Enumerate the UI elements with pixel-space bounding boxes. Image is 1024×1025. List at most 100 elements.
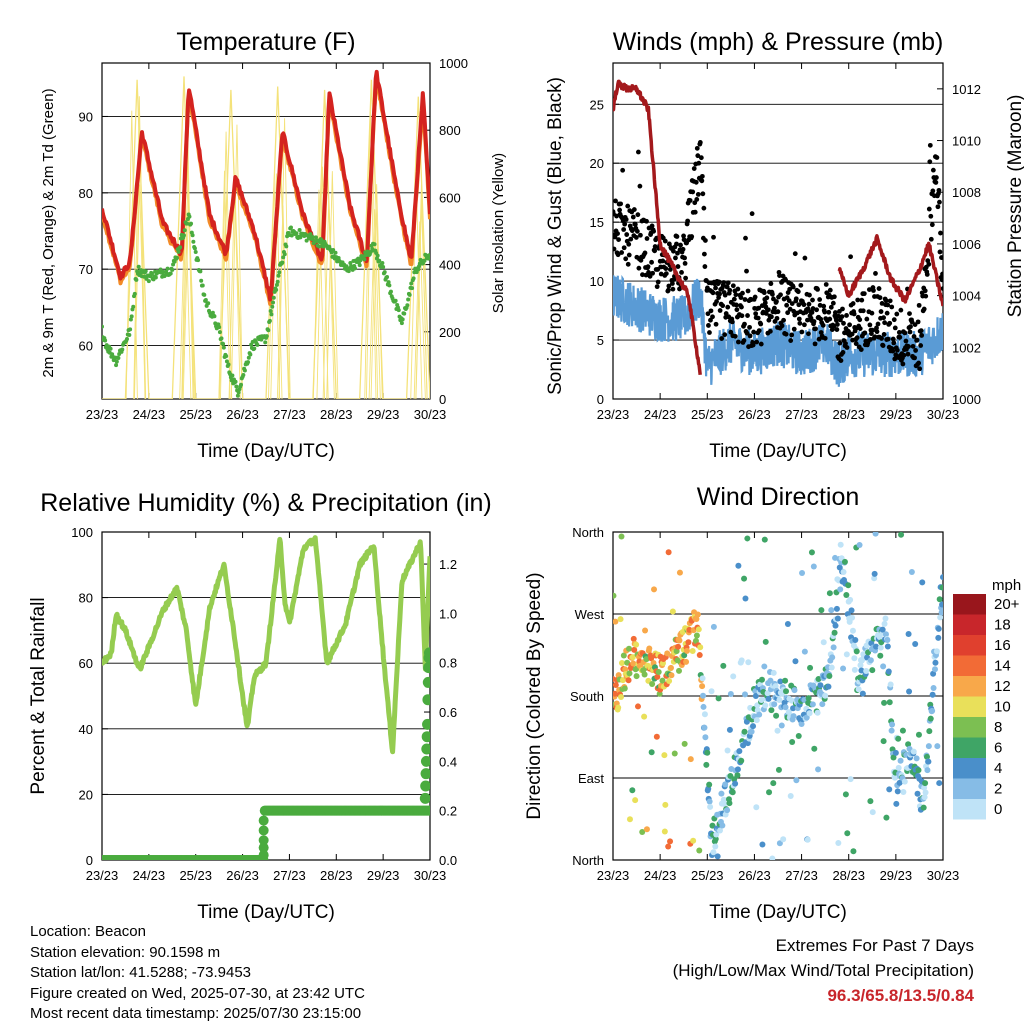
gust-point (823, 282, 829, 287)
direction-point (857, 662, 864, 669)
direction-point (936, 596, 943, 603)
temperature-xtick-label: 28/23 (320, 407, 353, 422)
direction-point (884, 643, 891, 650)
direction-point (913, 755, 920, 762)
gust-point (916, 360, 922, 366)
dewpoint-point (165, 266, 170, 271)
wind-speed-line (613, 274, 943, 387)
gust-point (750, 342, 756, 348)
direction-point (886, 786, 893, 793)
gust-point (695, 153, 701, 159)
direction-point (893, 800, 900, 807)
gust-point (772, 305, 777, 311)
direction-point (752, 693, 759, 700)
gust-point (666, 283, 672, 289)
direction-point (931, 666, 938, 673)
dewpoint-point (242, 368, 247, 373)
direction-point (762, 638, 769, 645)
dewpoint-point (230, 373, 235, 378)
direction-point (837, 541, 844, 548)
gust-point (900, 361, 906, 367)
gust-point (841, 320, 846, 326)
direction-point (759, 841, 766, 848)
gust-point (756, 305, 762, 311)
gust-point (885, 302, 891, 308)
winds-y2tick-label: 1012 (952, 82, 981, 97)
dewpoint-point (422, 258, 427, 263)
gust-point (631, 207, 637, 212)
direction-point (921, 794, 928, 801)
temperature-ylabel: 2m & 9m T (Red, Orange) & 2m Td (Green) (40, 88, 57, 377)
gust-point (894, 347, 900, 353)
direction-point (896, 779, 903, 786)
direction-point (782, 677, 789, 684)
gust-point (802, 322, 807, 328)
legend-label: 20+ (994, 596, 1020, 613)
gust-point (894, 311, 900, 317)
direction-point (914, 790, 921, 797)
gust-point (749, 211, 755, 217)
gust-point (642, 250, 648, 256)
dewpoint-point (124, 336, 129, 341)
direction-point (831, 629, 838, 636)
direction-point (718, 790, 725, 797)
direction-point (765, 695, 772, 702)
gust-point (859, 297, 865, 303)
legend-label: 2 (994, 781, 1002, 798)
gust-point (833, 318, 839, 323)
direction-point (851, 666, 858, 673)
direction-point (939, 584, 943, 591)
direction-point (696, 847, 703, 854)
gust-point (887, 320, 893, 326)
direction-point (778, 722, 785, 729)
gust-point (735, 286, 741, 292)
direction-title: Wind Direction (697, 483, 860, 511)
gust-point (769, 314, 774, 320)
direction-point (649, 680, 656, 687)
gust-point (754, 339, 760, 345)
gust-point (889, 304, 895, 310)
dewpoint-point (284, 244, 289, 249)
direction-point (727, 690, 734, 697)
gust-point (765, 307, 771, 313)
direction-point (662, 801, 669, 808)
direction-point (880, 663, 887, 670)
dewpoint-point (313, 235, 318, 240)
gust-point (853, 341, 859, 347)
solar-spike (326, 171, 339, 399)
humidity-ytick-label: 100 (71, 525, 93, 540)
direction-point (742, 691, 748, 698)
gust-point (822, 309, 828, 315)
direction-point (738, 657, 745, 664)
direction-point (633, 673, 640, 680)
dewpoint-point (382, 270, 387, 275)
gust-point (681, 233, 686, 239)
dewpoint-point (336, 255, 341, 260)
direction-point (784, 620, 791, 627)
humidity-xlabel: Time (Day/UTC) (197, 902, 335, 923)
gust-point (630, 214, 636, 220)
temperature-xtick-label: 27/23 (273, 407, 306, 422)
gust-point (613, 198, 618, 204)
gust-point (701, 251, 707, 257)
dewpoint-point (348, 260, 353, 265)
direction-point (921, 784, 928, 791)
dewpoint-point (248, 352, 253, 357)
gust-point (751, 329, 757, 335)
direction-point (847, 776, 854, 783)
humidity-ytick-label: 60 (79, 656, 93, 671)
gust-point (827, 316, 833, 322)
gust-point (936, 187, 942, 193)
gust-point (871, 288, 876, 293)
gust-point (694, 145, 700, 151)
direction-point (801, 648, 808, 655)
direction-point (872, 532, 879, 537)
gust-point (801, 302, 807, 308)
solar-spike (181, 178, 194, 399)
winds-title: Winds (mph) & Pressure (mb) (613, 28, 944, 56)
gust-point (695, 192, 701, 197)
gust-point (892, 325, 898, 331)
gust-point (626, 252, 632, 258)
direction-point (877, 644, 884, 651)
